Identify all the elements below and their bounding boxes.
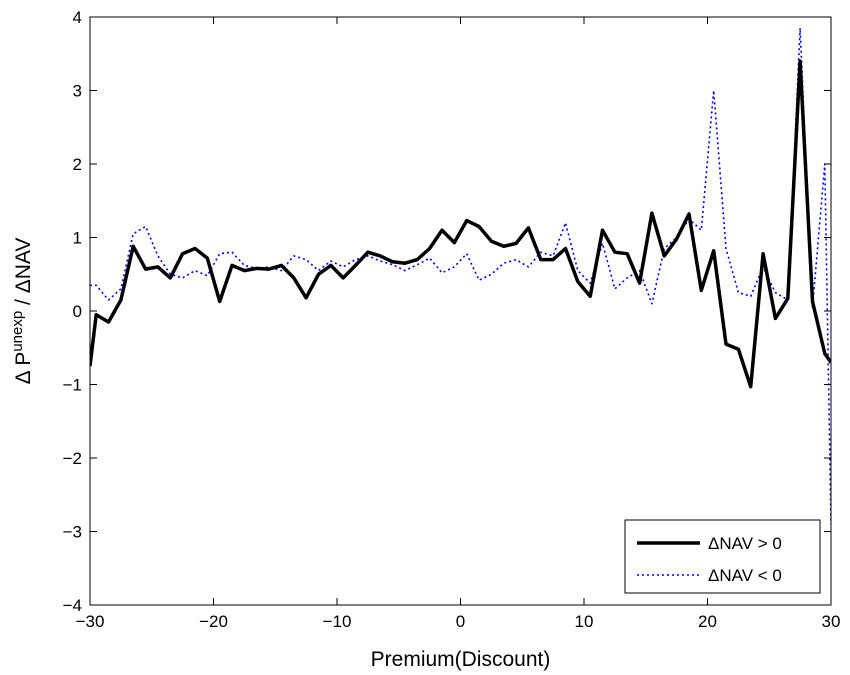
- plot-frame: [89, 16, 832, 606]
- y-axis-title: Δ Punexp / ΔNAV: [9, 238, 35, 385]
- y-tick-label: 4: [73, 8, 82, 27]
- x-tick-label: 10: [575, 612, 594, 631]
- x-tick-label: −10: [323, 612, 352, 631]
- legend: ΔNAV > 0 ΔNAV < 0: [624, 519, 821, 594]
- x-tick-label: −20: [199, 612, 228, 631]
- y-tick-label: 2: [73, 155, 82, 174]
- y-tick-label: 0: [73, 302, 82, 321]
- y-tick-label: 3: [73, 82, 82, 101]
- series-layer: [90, 27, 831, 525]
- ticks-layer: [89, 16, 832, 606]
- y-axis-title-superscript: unexp: [9, 311, 26, 352]
- y-axis-title-suffix: / ΔNAV: [12, 238, 35, 311]
- y-tick-label: 1: [73, 229, 82, 248]
- legend-box: [624, 519, 821, 594]
- series-line-nav-positive: [90, 59, 831, 389]
- y-tick-label: −3: [63, 523, 82, 542]
- x-tick-labels: −30 −20 −10 0 10 20 30: [76, 612, 841, 631]
- x-axis-title: Premium(Discount): [371, 648, 551, 671]
- x-tick-label: −30: [76, 612, 105, 631]
- legend-label-nav-positive: ΔNAV > 0: [708, 534, 782, 553]
- x-tick-label: 30: [822, 612, 841, 631]
- y-tick-label: −2: [63, 449, 82, 468]
- y-axis-title-main: Δ P: [12, 352, 35, 385]
- legend-label-nav-negative: ΔNAV < 0: [708, 566, 782, 585]
- series-line-nav-negative: [90, 27, 831, 525]
- y-tick-label: −1: [63, 376, 82, 395]
- y-tick-labels: −4 −3 −2 −1 0 1 2 3 4: [63, 8, 82, 615]
- y-tick-label: −4: [63, 596, 82, 615]
- x-tick-label: 20: [698, 612, 717, 631]
- x-tick-label: 0: [456, 612, 465, 631]
